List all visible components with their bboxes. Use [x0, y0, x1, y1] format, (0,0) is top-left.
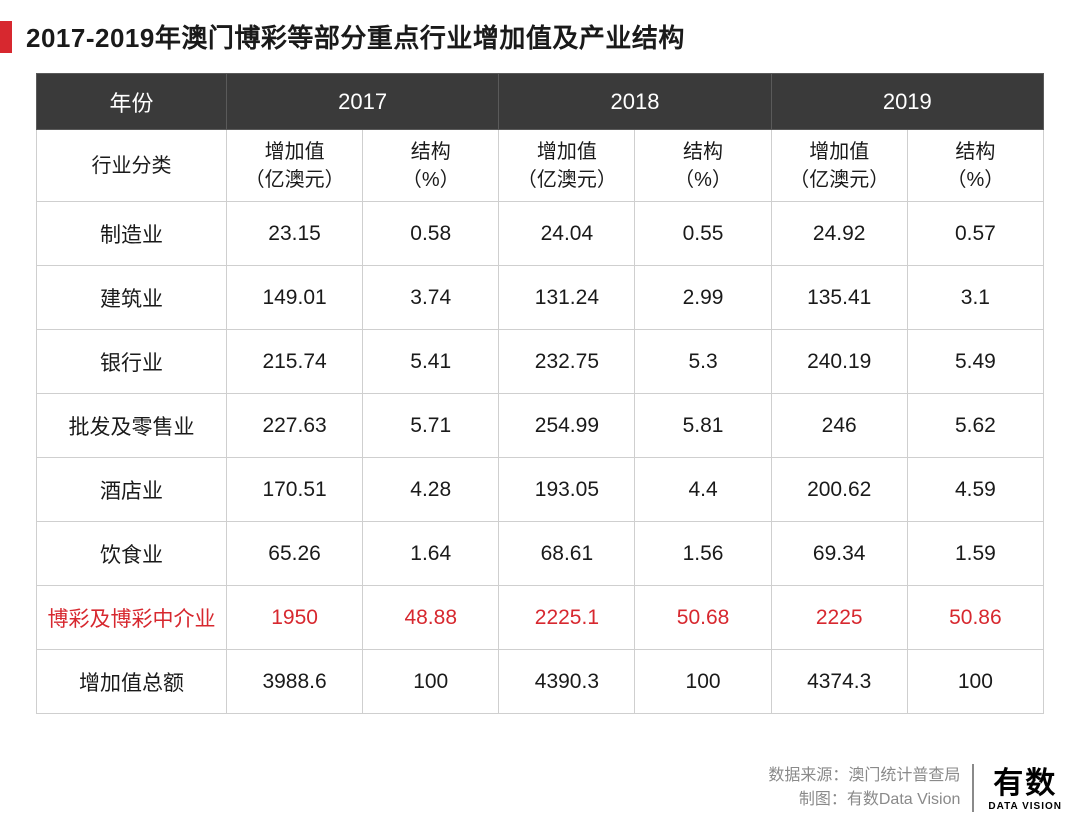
logo-sub-text: DATA VISION [988, 801, 1062, 812]
cell: 240.19 [771, 330, 907, 394]
cell: 100 [363, 650, 499, 714]
cell: 2225 [771, 586, 907, 650]
cell: 246 [771, 394, 907, 458]
row-label: 饮食业 [37, 522, 227, 586]
year-header-row: 年份 2017 2018 2019 [37, 74, 1044, 130]
cell: 100 [635, 650, 771, 714]
sub-struct-2019: 结构（%） [907, 130, 1043, 202]
footer: 数据来源：澳门统计普查局 制图：有数Data Vision 有数 DATA VI… [768, 764, 1062, 812]
cell: 4390.3 [499, 650, 635, 714]
cell: 2225.1 [499, 586, 635, 650]
cell: 50.68 [635, 586, 771, 650]
sub-header-row: 行业分类 增加值（亿澳元） 结构（%） 增加值（亿澳元） 结构（%） 增加值（亿… [37, 130, 1044, 202]
page-title: 2017-2019年澳门博彩等部分重点行业增加值及产业结构 [26, 18, 685, 55]
table-row: 饮食业65.261.6468.611.5669.341.59 [37, 522, 1044, 586]
cell: 23.15 [227, 202, 363, 266]
accent-block [0, 21, 12, 53]
row-label: 增加值总额 [37, 650, 227, 714]
cell: 5.71 [363, 394, 499, 458]
cell: 3.1 [907, 266, 1043, 330]
table-row: 银行业215.745.41232.755.3240.195.49 [37, 330, 1044, 394]
cell: 2.99 [635, 266, 771, 330]
cell: 0.58 [363, 202, 499, 266]
row-label: 建筑业 [37, 266, 227, 330]
cell: 5.49 [907, 330, 1043, 394]
cell: 5.81 [635, 394, 771, 458]
row-label: 银行业 [37, 330, 227, 394]
cell: 4374.3 [771, 650, 907, 714]
cell: 24.92 [771, 202, 907, 266]
table-row: 制造业23.150.5824.040.5524.920.57 [37, 202, 1044, 266]
cell: 48.88 [363, 586, 499, 650]
cell: 232.75 [499, 330, 635, 394]
table-row: 博彩及博彩中介业195048.882225.150.68222550.86 [37, 586, 1044, 650]
sub-struct-2018: 结构（%） [635, 130, 771, 202]
cell: 193.05 [499, 458, 635, 522]
logo-main-text: 有数 [993, 769, 1057, 799]
cell: 1.59 [907, 522, 1043, 586]
year-col-2017: 2017 [227, 74, 499, 130]
category-header-label: 行业分类 [37, 130, 227, 202]
table-row: 批发及零售业227.635.71254.995.812465.62 [37, 394, 1044, 458]
year-col-2019: 2019 [771, 74, 1043, 130]
cell: 100 [907, 650, 1043, 714]
footer-credits: 数据来源：澳门统计普查局 制图：有数Data Vision [768, 764, 974, 812]
cell: 200.62 [771, 458, 907, 522]
source-line: 数据来源：澳门统计普查局 [768, 764, 960, 788]
cell: 5.3 [635, 330, 771, 394]
cell: 170.51 [227, 458, 363, 522]
cell: 4.4 [635, 458, 771, 522]
sub-value-2018: 增加值（亿澳元） [499, 130, 635, 202]
logo: 有数 DATA VISION [988, 769, 1062, 812]
table-container: 年份 2017 2018 2019 行业分类 增加值（亿澳元） 结构（%） 增加… [0, 73, 1080, 714]
cell: 254.99 [499, 394, 635, 458]
cell: 68.61 [499, 522, 635, 586]
row-label: 博彩及博彩中介业 [37, 586, 227, 650]
cell: 65.26 [227, 522, 363, 586]
cell: 4.59 [907, 458, 1043, 522]
row-label: 酒店业 [37, 458, 227, 522]
row-label: 批发及零售业 [37, 394, 227, 458]
cell: 50.86 [907, 586, 1043, 650]
table-row: 增加值总额3988.61004390.31004374.3100 [37, 650, 1044, 714]
sub-value-2017: 增加值（亿澳元） [227, 130, 363, 202]
cell: 4.28 [363, 458, 499, 522]
cell: 1950 [227, 586, 363, 650]
cell: 1.56 [635, 522, 771, 586]
sub-value-2019: 增加值（亿澳元） [771, 130, 907, 202]
cell: 135.41 [771, 266, 907, 330]
cell: 24.04 [499, 202, 635, 266]
title-bar: 2017-2019年澳门博彩等部分重点行业增加值及产业结构 [0, 0, 1080, 73]
table-row: 酒店业170.514.28193.054.4200.624.59 [37, 458, 1044, 522]
table-body: 制造业23.150.5824.040.5524.920.57建筑业149.013… [37, 202, 1044, 714]
cell: 5.41 [363, 330, 499, 394]
cell: 0.57 [907, 202, 1043, 266]
cell: 3988.6 [227, 650, 363, 714]
sub-struct-2017: 结构（%） [363, 130, 499, 202]
table-row: 建筑业149.013.74131.242.99135.413.1 [37, 266, 1044, 330]
cell: 69.34 [771, 522, 907, 586]
cell: 1.64 [363, 522, 499, 586]
cell: 215.74 [227, 330, 363, 394]
row-label: 制造业 [37, 202, 227, 266]
cell: 227.63 [227, 394, 363, 458]
cell: 149.01 [227, 266, 363, 330]
credit-line: 制图：有数Data Vision [768, 788, 960, 812]
cell: 131.24 [499, 266, 635, 330]
cell: 3.74 [363, 266, 499, 330]
cell: 5.62 [907, 394, 1043, 458]
data-table: 年份 2017 2018 2019 行业分类 增加值（亿澳元） 结构（%） 增加… [36, 73, 1044, 714]
cell: 0.55 [635, 202, 771, 266]
year-col-2018: 2018 [499, 74, 771, 130]
year-header-label: 年份 [37, 74, 227, 130]
